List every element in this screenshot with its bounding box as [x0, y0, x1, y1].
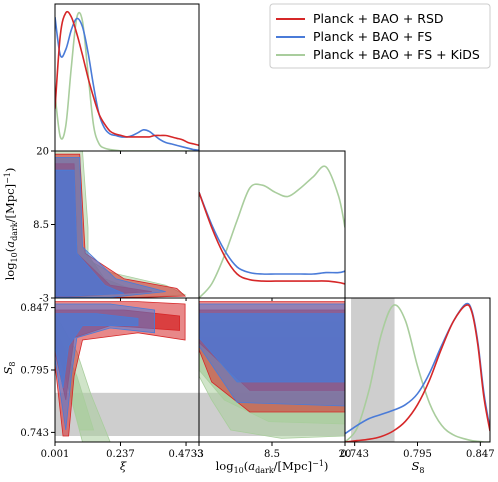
marginal-xi-planck-bao-fs-kids	[55, 11, 199, 151]
legend-box	[269, 3, 491, 69]
panel-log-a-dark-vs-s8	[199, 301, 345, 439]
x-tick-label-s8-2: 0.847	[466, 449, 495, 460]
y-tick-label-log-a-dark-2: 20	[36, 147, 49, 158]
svg-text:ξ: ξ	[120, 459, 127, 473]
marginal-xi-planck-bao-fs	[55, 16, 199, 151]
y-tick-label-s8-2: 0.847	[20, 303, 49, 314]
panel-s8-1d	[345, 298, 490, 442]
contour-inner-planck-bao-fs	[199, 313, 345, 383]
y-tick-label-log-a-dark-0: -3	[39, 294, 49, 305]
marginal-log-a-dark-planck-bao-fs-kids	[199, 165, 345, 298]
contour-outer-planck-bao-fs	[55, 303, 156, 431]
x-tick-label-xi-0: 0.001	[41, 449, 70, 460]
tick-marks	[51, 150, 481, 446]
marginal-xi-planck-bao-rsd	[55, 10, 199, 147]
x-tick-label-log-a-dark-2: 20	[339, 449, 352, 460]
x-tick-label-xi-2: 0.4733	[169, 449, 204, 460]
legend-label-rsd: Planck + BAO + RSD	[313, 11, 444, 26]
marginal-s8-planck-bao-rsd	[345, 304, 490, 442]
marginal-log-a-dark-planck-bao-fs	[199, 192, 345, 275]
frame-log-a-dark-1d	[198, 150, 346, 299]
marginal-s8-planck-bao-fs-kids	[345, 304, 490, 442]
x-tick-label-s8-0: 0.743	[340, 449, 369, 460]
x-tick-label-log-a-dark-0: -3	[194, 449, 204, 460]
x-axis-label-log-a-dark: log10(adark/[Mpc]−1)	[216, 459, 329, 475]
y-tick-label-s8-1: 0.795	[20, 366, 49, 377]
contour-inner-planck-bao-fs	[55, 313, 139, 389]
y-axis-label-log-a-dark: log10(adark/[Mpc]−1)	[3, 168, 19, 281]
tick-labels: 0.001 0.237 0.4733-3 8.5 200.743 0.795 0.847-3…	[20, 147, 494, 461]
svg-text:S8: S8	[412, 459, 425, 475]
x-tick-label-xi-1: 0.237	[106, 449, 135, 460]
frame-xi-1d	[54, 3, 200, 152]
svg-text:log10(adark/[Mpc]−1): log10(adark/[Mpc]−1)	[216, 459, 329, 475]
contour-inner-planck-bao-fs	[55, 169, 125, 297]
panel-xi-vs-s8	[55, 301, 199, 442]
x-axis-label-s8: S8	[412, 459, 425, 475]
legend: Planck + BAO + RSD Planck + BAO + FS Pla…	[269, 3, 491, 69]
y-tick-label-s8-0: 0.743	[20, 428, 49, 439]
legend-label-kids: Planck + BAO + FS + KiDS	[313, 47, 480, 62]
x-axis-label-xi: ξ	[120, 459, 127, 473]
y-tick-label-log-a-dark-1: 8.5	[33, 220, 49, 231]
y-axis-label-s8: S8	[1, 362, 17, 375]
legend-label-fs: Planck + BAO + FS	[313, 29, 432, 44]
panel-xi-vs-log-a-dark	[55, 151, 187, 298]
x-tick-label-log-a-dark-1: 8.5	[264, 449, 280, 460]
contour-outer-planck-bao-rsd	[55, 301, 186, 437]
x-tick-label-s8-1: 0.795	[403, 449, 432, 460]
svg-text:S8: S8	[1, 362, 17, 375]
panel-log-a-dark-1d	[199, 165, 345, 298]
marginal-log-a-dark-planck-bao-rsd	[199, 192, 345, 285]
svg-text:log10(adark/[Mpc]−1): log10(adark/[Mpc]−1)	[3, 168, 19, 281]
panel-xi-1d	[55, 10, 199, 151]
